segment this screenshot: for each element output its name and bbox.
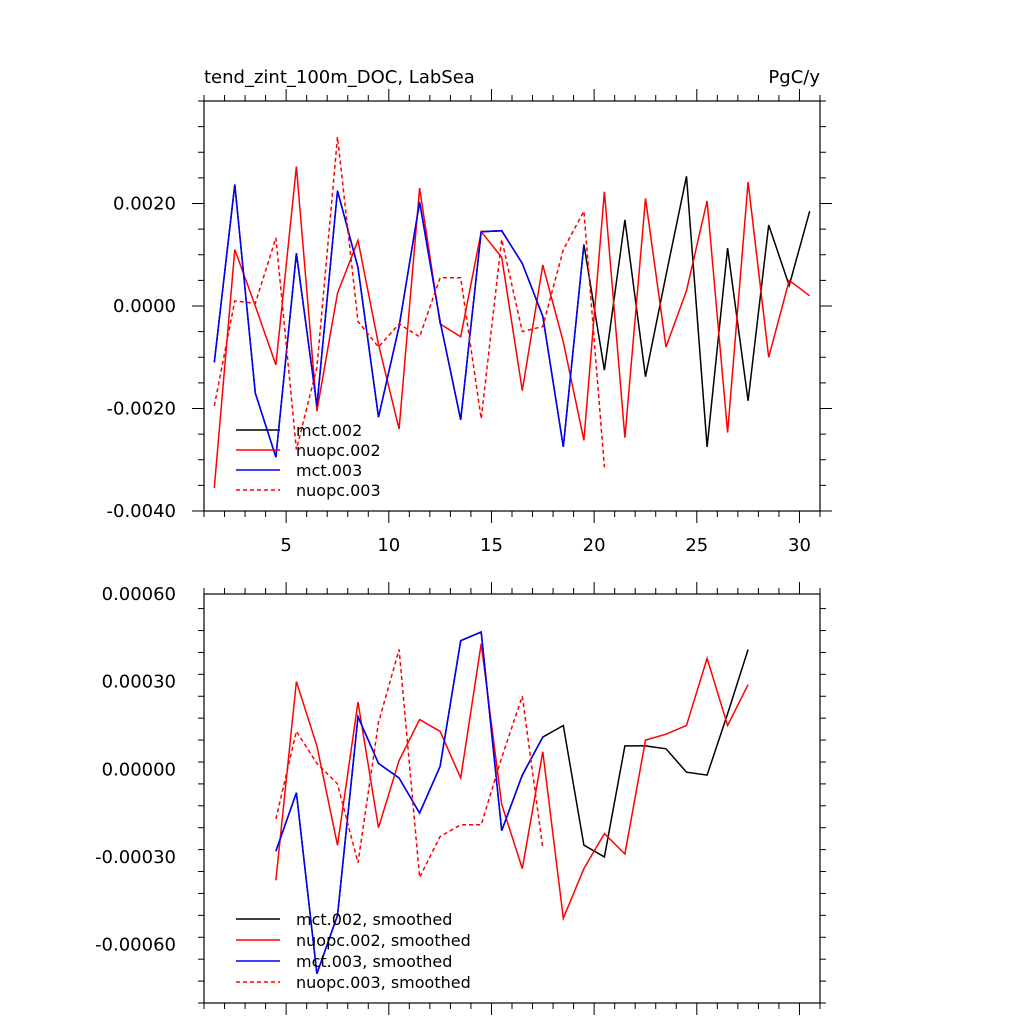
top-legend-label: mct.003	[296, 461, 362, 480]
top-series-line	[213, 166, 811, 488]
top-x-tick-label: 10	[377, 535, 400, 556]
bottom-legend: mct.002, smoothed nuopc.002, smoothed mct.…	[236, 910, 471, 992]
top-x-tick-label: 25	[685, 535, 708, 556]
top-x-tick-label: 20	[583, 535, 606, 556]
top-legend-label: nuopc.003	[296, 481, 381, 500]
top-legend-label: mct.002	[296, 421, 362, 440]
bottom-y-tick-label: -0.00030	[95, 847, 176, 868]
top-x-tick-label: 15	[480, 535, 503, 556]
bottom-panel: -0.00060 -0.00030 0.00000 0.00030 0.00060 mc…	[95, 582, 826, 1015]
bottom-series-line	[275, 630, 544, 975]
top-panel: tend_zint_100m_DOC, LabSea PgC/y 5 10 15 20…	[107, 67, 832, 556]
bottom-legend-label: nuopc.003, smoothed	[296, 973, 471, 992]
top-chart-units: PgC/y	[768, 67, 820, 88]
bottom-series-line	[275, 643, 749, 922]
top-legend-label: nuopc.002	[296, 441, 381, 460]
bottom-y-tick-label: 0.00060	[102, 584, 176, 605]
top-y-tick-label: 0.0000	[113, 296, 176, 317]
bottom-y-tick-label: 0.00000	[102, 759, 176, 780]
bottom-legend-label: mct.002, smoothed	[296, 910, 452, 929]
top-series-line	[213, 176, 811, 458]
bottom-y-tick-label: 0.00030	[102, 672, 176, 693]
top-x-tick-label: 5	[280, 535, 291, 556]
bottom-legend-label: mct.003, smoothed	[296, 952, 452, 971]
bottom-series-line	[275, 649, 544, 881]
top-y-tick-label: -0.0040	[107, 501, 176, 522]
top-chart-title: tend_zint_100m_DOC, LabSea	[204, 67, 475, 88]
bottom-y-tick-label: -0.00060	[95, 935, 176, 956]
top-y-tick-label: 0.0020	[113, 194, 176, 215]
bottom-legend-label: nuopc.002, smoothed	[296, 931, 471, 950]
top-y-tick-label: -0.0020	[107, 399, 176, 420]
top-x-tick-label: 30	[788, 535, 811, 556]
top-series-line	[213, 136, 606, 468]
top-series-line	[213, 184, 585, 458]
